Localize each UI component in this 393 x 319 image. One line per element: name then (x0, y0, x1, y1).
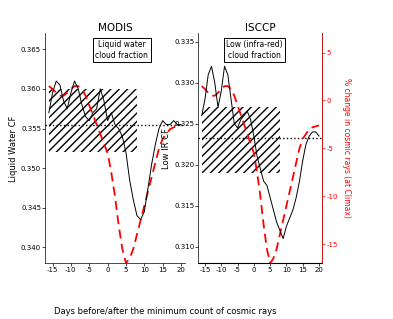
Y-axis label: % change in cosmic rays (at Climax): % change in cosmic rays (at Climax) (342, 78, 351, 218)
Text: Low (infra-red)
cloud fraction: Low (infra-red) cloud fraction (226, 41, 283, 60)
Text: Liquid water
cloud fraction: Liquid water cloud fraction (95, 41, 149, 60)
Y-axis label: Liquid Water CF: Liquid Water CF (9, 115, 18, 182)
Title: ISCCP: ISCCP (245, 23, 275, 33)
Title: MODIS: MODIS (97, 23, 132, 33)
Y-axis label: Low IR CF: Low IR CF (162, 128, 171, 169)
Text: Days before/after the minimum count of cosmic rays: Days before/after the minimum count of c… (54, 307, 276, 316)
